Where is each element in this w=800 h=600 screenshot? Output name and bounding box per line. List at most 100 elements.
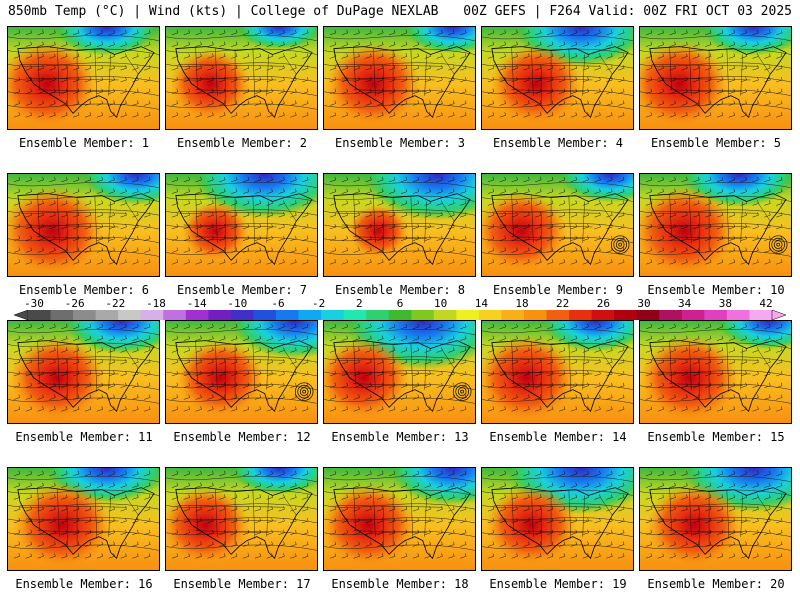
wind-barb xyxy=(73,176,80,183)
wind-barb xyxy=(594,112,601,118)
wind-barb xyxy=(183,76,190,83)
wind-barb xyxy=(594,553,601,559)
wind-barb xyxy=(523,482,530,488)
wind-barb xyxy=(570,176,578,183)
wind-barb xyxy=(341,65,348,71)
wind-barb xyxy=(377,470,384,477)
wind-barb xyxy=(400,176,408,183)
wind-barb xyxy=(302,29,309,36)
wind-barb xyxy=(618,541,625,547)
wind-barb xyxy=(511,347,518,353)
wind-barb xyxy=(436,347,443,353)
state-border xyxy=(511,236,585,239)
wind-barb xyxy=(219,482,226,488)
wind-barb xyxy=(669,517,676,524)
wind-barb xyxy=(752,506,759,512)
wind-barb xyxy=(231,259,238,265)
wind-barb xyxy=(669,88,676,94)
wind-barb xyxy=(693,247,700,253)
wind-barb xyxy=(377,212,384,218)
wind-barb xyxy=(108,188,115,194)
state-border xyxy=(582,201,585,243)
colorbar-segment xyxy=(749,310,773,320)
wind-barb xyxy=(547,112,554,118)
wind-barb xyxy=(645,212,653,218)
wind-barb xyxy=(49,394,56,400)
wind-barb xyxy=(448,235,455,241)
wind-barb xyxy=(681,470,688,477)
wind-barb xyxy=(219,382,226,388)
wind-barb xyxy=(594,323,601,330)
wind-barb xyxy=(183,517,190,524)
wind-barb xyxy=(231,29,238,36)
state-border xyxy=(37,487,40,531)
wind-barb xyxy=(618,100,625,106)
wind-barb xyxy=(231,494,238,500)
wind-barb xyxy=(37,323,44,330)
wind-barb xyxy=(37,235,44,241)
wind-barb xyxy=(499,259,506,265)
wind-barb xyxy=(278,470,285,477)
height-contour xyxy=(166,383,317,390)
wind-barb xyxy=(353,53,360,59)
wind-barb xyxy=(681,394,688,400)
wind-barb xyxy=(231,470,238,477)
wind-barb xyxy=(25,382,32,388)
wind-barb xyxy=(460,517,467,524)
wind-barb xyxy=(61,235,68,241)
wind-barb xyxy=(547,323,554,330)
wind-barb xyxy=(377,53,384,59)
wind-barb xyxy=(400,223,408,230)
height-contour xyxy=(166,489,317,496)
state-border xyxy=(669,340,672,384)
wind-barb xyxy=(618,335,625,341)
height-contour xyxy=(324,35,475,41)
wind-barb xyxy=(84,41,92,47)
wind-barb xyxy=(144,347,151,353)
wind-barb xyxy=(740,41,747,47)
tropical-cyclone-contour xyxy=(455,384,469,399)
warm-air-mass xyxy=(485,485,577,565)
wind-barb xyxy=(377,29,384,36)
wind-barb xyxy=(290,112,297,118)
height-contour xyxy=(640,329,791,335)
wind-barb xyxy=(37,188,44,194)
wind-barb xyxy=(511,494,518,500)
wind-barb xyxy=(558,188,566,194)
wind-barb xyxy=(61,482,68,488)
wind-barb xyxy=(108,517,115,524)
wind-barb xyxy=(37,247,44,253)
wind-barb xyxy=(61,394,68,400)
state-border xyxy=(568,342,572,392)
state-border xyxy=(37,340,40,384)
state-border xyxy=(651,505,759,508)
wind-barb xyxy=(73,394,80,400)
wind-barb xyxy=(558,65,566,71)
state-border xyxy=(669,530,743,533)
ensemble-member-caption: Ensemble Member: 1 xyxy=(18,136,150,150)
wind-barb xyxy=(195,541,202,547)
height-contour xyxy=(8,383,159,390)
wind-barb xyxy=(460,394,467,400)
wind-barb xyxy=(705,553,712,559)
wind-barb xyxy=(96,370,104,377)
wind-barb xyxy=(183,470,190,477)
wind-barb xyxy=(657,112,664,118)
wind-barb xyxy=(61,370,68,377)
wind-barb xyxy=(365,112,372,118)
wind-barb xyxy=(132,100,139,106)
wind-barb xyxy=(171,112,179,118)
wind-barb xyxy=(705,506,712,512)
wind-barb xyxy=(716,553,724,559)
wind-barb xyxy=(460,506,467,512)
wind-barb xyxy=(207,112,214,118)
wind-barb xyxy=(73,553,80,559)
wind-barb xyxy=(266,200,273,206)
wind-barb xyxy=(84,323,92,330)
wind-barb xyxy=(195,223,202,230)
wind-barb xyxy=(511,541,518,547)
height-contour xyxy=(8,517,159,524)
wind-barb xyxy=(120,100,127,106)
wind-barb xyxy=(582,382,589,388)
wind-barb xyxy=(365,247,372,253)
